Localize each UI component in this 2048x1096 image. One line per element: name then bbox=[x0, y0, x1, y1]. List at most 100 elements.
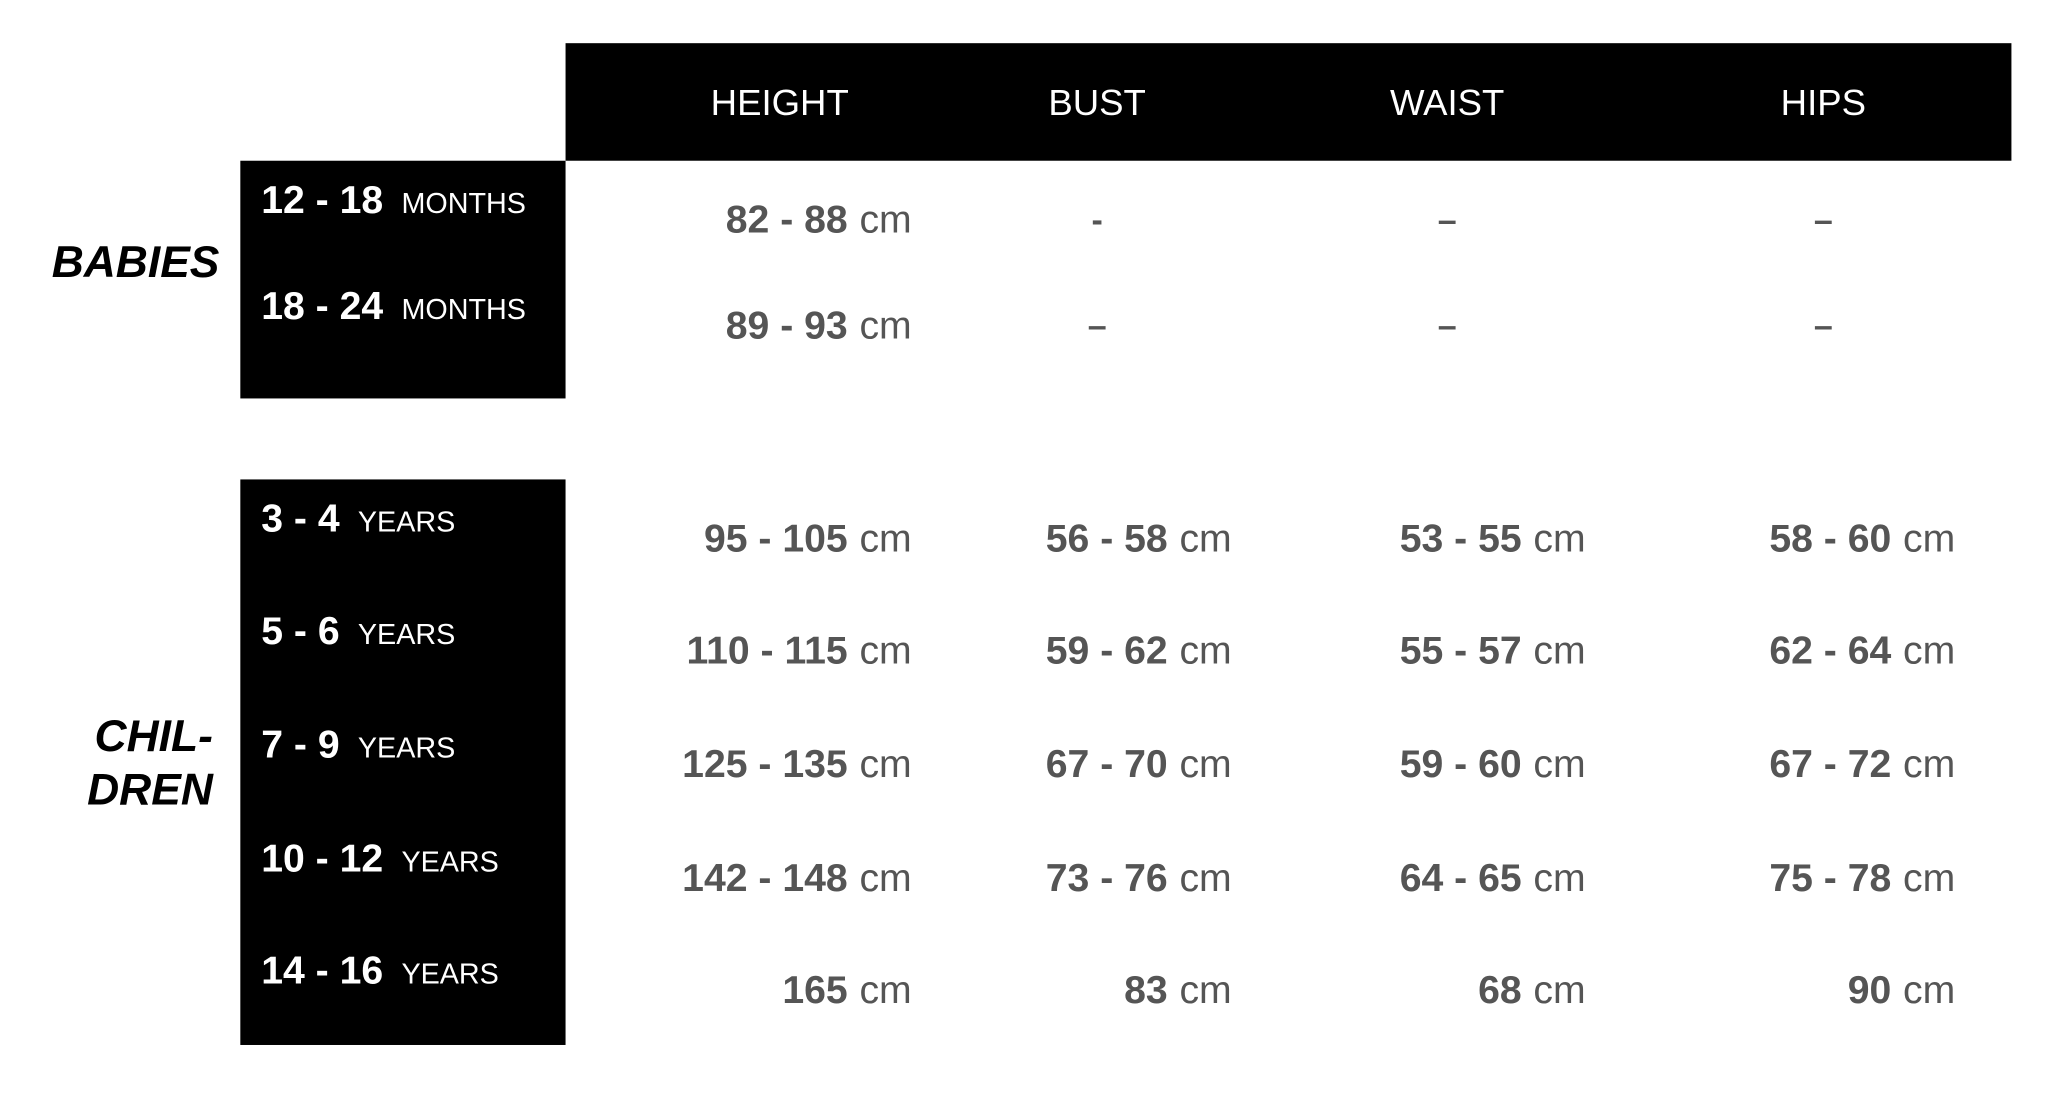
size-label: 18 - 24 MONTHS bbox=[261, 285, 526, 328]
measure-cell: 53 - 55 cm bbox=[1400, 517, 1586, 560]
measure-cell: 67 - 70 cm bbox=[1046, 743, 1232, 786]
measure-cell: 89 - 93 cm bbox=[726, 304, 912, 347]
group-label: CHIL- bbox=[95, 712, 213, 761]
measure-unit: cm bbox=[1903, 743, 1955, 786]
measure-range: 59 - 60 bbox=[1400, 743, 1522, 786]
measure-range: 89 - 93 bbox=[726, 304, 848, 347]
empty-cell: – bbox=[1438, 201, 1457, 239]
size-range: 7 - 9 bbox=[261, 724, 339, 767]
empty-cell: – bbox=[1814, 201, 1833, 239]
empty-cell: - bbox=[1091, 201, 1102, 239]
measure-unit: cm bbox=[1903, 517, 1955, 560]
measure-cell: 68 cm bbox=[1478, 969, 1586, 1012]
empty-cell: – bbox=[1814, 307, 1833, 345]
measure-cell: 58 - 60 cm bbox=[1769, 517, 1955, 560]
size-unit: YEARS bbox=[358, 619, 455, 651]
measure-unit: cm bbox=[1903, 969, 1955, 1012]
measure-range: 59 - 62 bbox=[1046, 630, 1168, 673]
measure-cell: 67 - 72 cm bbox=[1769, 743, 1955, 786]
measure-cell: 110 - 115 cm bbox=[686, 630, 911, 673]
measure-range: 64 - 65 bbox=[1400, 857, 1522, 900]
measure-cell: 165 cm bbox=[782, 969, 911, 1012]
measure-unit: cm bbox=[1903, 857, 1955, 900]
size-unit: MONTHS bbox=[401, 188, 525, 220]
measure-cell: 142 - 148 cm bbox=[682, 857, 912, 900]
size-unit: YEARS bbox=[401, 959, 498, 991]
measure-cell: 90 cm bbox=[1848, 969, 1956, 1012]
measure-unit: cm bbox=[1179, 857, 1231, 900]
measure-unit: cm bbox=[859, 743, 911, 786]
size-label: 14 - 16 YEARS bbox=[261, 950, 499, 993]
size-label: 3 - 4 YEARS bbox=[261, 498, 455, 541]
measure-range: 56 - 58 bbox=[1046, 517, 1168, 560]
measure-unit: cm bbox=[1533, 743, 1585, 786]
measure-unit: cm bbox=[859, 969, 911, 1012]
measure-range: 82 - 88 bbox=[726, 199, 848, 242]
measure-range: 125 - 135 bbox=[682, 743, 848, 786]
measure-unit: cm bbox=[859, 517, 911, 560]
measure-cell: 82 - 88 cm bbox=[726, 199, 912, 242]
measure-cell: 62 - 64 cm bbox=[1769, 630, 1955, 673]
measure-range: 95 - 105 bbox=[704, 517, 848, 560]
column-header: WAIST bbox=[1390, 82, 1504, 123]
measure-cell: 64 - 65 cm bbox=[1400, 857, 1586, 900]
measure-cell: 83 cm bbox=[1124, 969, 1232, 1012]
header-bar bbox=[565, 43, 2012, 161]
size-range: 5 - 6 bbox=[261, 610, 339, 653]
size-range: 10 - 12 bbox=[261, 837, 383, 880]
measure-range: 58 - 60 bbox=[1769, 517, 1891, 560]
measure-unit: cm bbox=[1179, 630, 1231, 673]
size-unit: YEARS bbox=[358, 507, 455, 539]
column-header: HIPS bbox=[1781, 82, 1866, 123]
measure-unit: cm bbox=[1179, 517, 1231, 560]
measure-range: 55 - 57 bbox=[1400, 630, 1522, 673]
measure-unit: cm bbox=[1533, 969, 1585, 1012]
size-label: 5 - 6 YEARS bbox=[261, 610, 455, 653]
measure-cell: 59 - 62 cm bbox=[1046, 630, 1232, 673]
size-range: 14 - 16 bbox=[261, 950, 383, 993]
measure-range: 142 - 148 bbox=[682, 857, 848, 900]
measure-unit: cm bbox=[1903, 630, 1955, 673]
size-unit: YEARS bbox=[358, 733, 455, 765]
measure-cell: 125 - 135 cm bbox=[682, 743, 912, 786]
measure-range: 53 - 55 bbox=[1400, 517, 1522, 560]
measure-range: 75 - 78 bbox=[1769, 857, 1891, 900]
measure-unit: cm bbox=[859, 304, 911, 347]
size-range: 3 - 4 bbox=[261, 498, 340, 541]
size-range: 18 - 24 bbox=[261, 285, 383, 328]
measure-cell: 59 - 60 cm bbox=[1400, 743, 1586, 786]
size-range: 12 - 18 bbox=[261, 179, 383, 222]
column-header: BUST bbox=[1048, 82, 1146, 123]
group-label: DREN bbox=[87, 766, 214, 815]
measure-unit: cm bbox=[1179, 743, 1231, 786]
column-header: HEIGHT bbox=[711, 82, 849, 123]
measure-cell: 75 - 78 cm bbox=[1769, 857, 1955, 900]
measure-range: 165 bbox=[782, 969, 847, 1012]
measure-range: 83 bbox=[1124, 969, 1168, 1012]
measure-unit: cm bbox=[1179, 969, 1231, 1012]
measure-unit: cm bbox=[1533, 630, 1585, 673]
measure-unit: cm bbox=[859, 199, 911, 242]
measure-range: 67 - 70 bbox=[1046, 743, 1168, 786]
measure-unit: cm bbox=[1533, 517, 1585, 560]
size-unit: MONTHS bbox=[401, 294, 525, 326]
babies-label-box bbox=[240, 160, 566, 399]
measure-cell: 55 - 57 cm bbox=[1400, 630, 1586, 673]
measure-unit: cm bbox=[859, 857, 911, 900]
measure-cell: 56 - 58 cm bbox=[1046, 517, 1232, 560]
size-unit: YEARS bbox=[401, 846, 498, 878]
measure-range: 68 bbox=[1478, 969, 1522, 1012]
size-label: 7 - 9 YEARS bbox=[261, 724, 455, 767]
children-label-box bbox=[240, 479, 566, 1045]
measure-range: 62 - 64 bbox=[1769, 630, 1891, 673]
measure-cell: 95 - 105 cm bbox=[704, 517, 912, 560]
size-label: 10 - 12 YEARS bbox=[261, 837, 499, 880]
measure-cell: 73 - 76 cm bbox=[1046, 857, 1232, 900]
measure-unit: cm bbox=[1533, 857, 1585, 900]
measure-range: 67 - 72 bbox=[1769, 743, 1891, 786]
measure-unit: cm bbox=[859, 630, 911, 673]
group-label: BABIES bbox=[52, 238, 220, 287]
measure-range: 90 bbox=[1848, 969, 1892, 1012]
